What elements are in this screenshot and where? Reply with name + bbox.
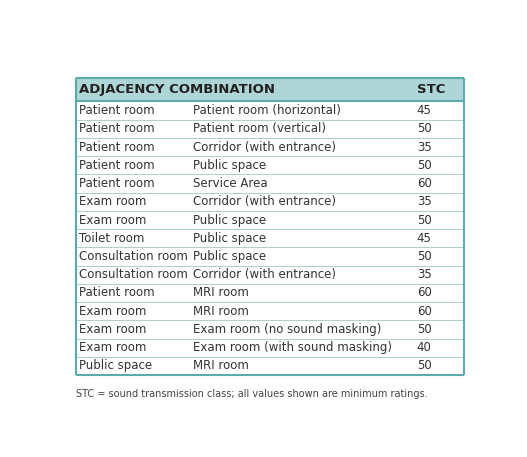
- Bar: [76, 101, 464, 120]
- Text: Public space: Public space: [193, 250, 266, 263]
- Bar: [76, 302, 464, 320]
- Text: STC = sound transmission class; all values shown are minimum ratings.: STC = sound transmission class; all valu…: [76, 389, 428, 399]
- Text: MRI room: MRI room: [193, 360, 249, 372]
- Text: 60: 60: [417, 287, 432, 299]
- Text: Patient room: Patient room: [80, 177, 155, 190]
- Text: Public space: Public space: [193, 213, 266, 227]
- Text: 35: 35: [417, 141, 432, 154]
- Text: Patient room (vertical): Patient room (vertical): [193, 122, 326, 135]
- Text: Exam room (no sound masking): Exam room (no sound masking): [193, 323, 382, 336]
- Text: MRI room: MRI room: [193, 287, 249, 299]
- Text: Patient room: Patient room: [80, 287, 155, 299]
- Text: 50: 50: [417, 159, 432, 172]
- Bar: [76, 193, 464, 211]
- Text: Exam room: Exam room: [80, 341, 147, 354]
- Text: 50: 50: [417, 250, 432, 263]
- Text: Patient room (horizontal): Patient room (horizontal): [193, 104, 341, 117]
- Bar: [76, 247, 464, 266]
- Text: 45: 45: [417, 232, 432, 245]
- Text: Consultation room: Consultation room: [80, 268, 188, 281]
- Bar: [76, 284, 464, 302]
- Text: Public space: Public space: [193, 232, 266, 245]
- Text: 50: 50: [417, 360, 432, 372]
- Text: MRI room: MRI room: [193, 305, 249, 318]
- Text: Corridor (with entrance): Corridor (with entrance): [193, 268, 336, 281]
- Text: Public space: Public space: [193, 159, 266, 172]
- Bar: [76, 266, 464, 284]
- Bar: [76, 211, 464, 229]
- Text: 50: 50: [417, 122, 432, 135]
- Text: Toilet room: Toilet room: [80, 232, 145, 245]
- Text: 50: 50: [417, 323, 432, 336]
- Text: Service Area: Service Area: [193, 177, 268, 190]
- Text: Patient room: Patient room: [80, 141, 155, 154]
- Text: 35: 35: [417, 268, 432, 281]
- Text: STC: STC: [417, 83, 445, 96]
- Bar: [76, 78, 464, 101]
- Text: Exam room: Exam room: [80, 323, 147, 336]
- Bar: [76, 156, 464, 175]
- Text: Patient room: Patient room: [80, 122, 155, 135]
- Text: Exam room: Exam room: [80, 213, 147, 227]
- Text: 50: 50: [417, 213, 432, 227]
- Text: 45: 45: [417, 104, 432, 117]
- Text: Corridor (with entrance): Corridor (with entrance): [193, 195, 336, 208]
- Text: 40: 40: [417, 341, 432, 354]
- Bar: [76, 120, 464, 138]
- Text: 35: 35: [417, 195, 432, 208]
- Text: Patient room: Patient room: [80, 159, 155, 172]
- Bar: [76, 175, 464, 193]
- Bar: [76, 339, 464, 357]
- Bar: [76, 357, 464, 375]
- Text: Corridor (with entrance): Corridor (with entrance): [193, 141, 336, 154]
- Text: Exam room: Exam room: [80, 195, 147, 208]
- Text: Patient room: Patient room: [80, 104, 155, 117]
- Text: 60: 60: [417, 305, 432, 318]
- Text: Exam room: Exam room: [80, 305, 147, 318]
- Bar: [76, 138, 464, 156]
- Text: Exam room (with sound masking): Exam room (with sound masking): [193, 341, 392, 354]
- Text: ADJACENCY COMBINATION: ADJACENCY COMBINATION: [80, 83, 275, 96]
- Text: Consultation room: Consultation room: [80, 250, 188, 263]
- Bar: [76, 320, 464, 339]
- Text: Public space: Public space: [80, 360, 152, 372]
- Bar: [76, 229, 464, 247]
- Text: 60: 60: [417, 177, 432, 190]
